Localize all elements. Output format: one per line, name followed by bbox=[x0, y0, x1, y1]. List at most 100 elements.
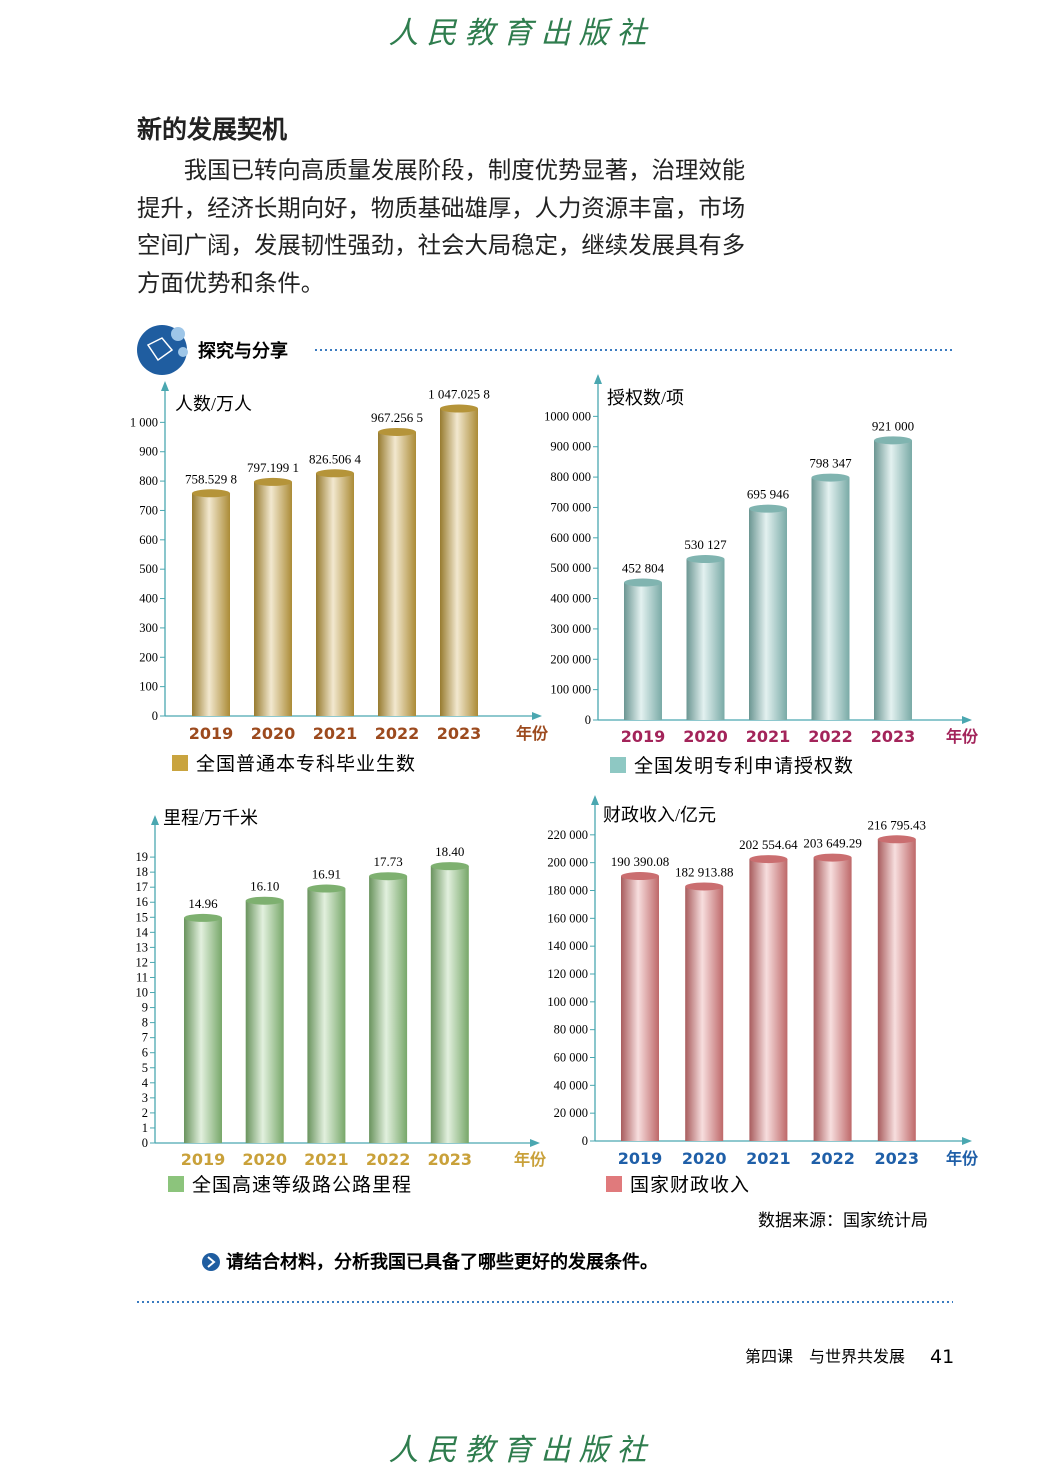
axis-arrow bbox=[530, 1139, 540, 1147]
x-axis-label: 年份 bbox=[946, 1149, 979, 1168]
axis-arrow bbox=[962, 1137, 972, 1145]
paragraph: 我国已转向高质量发展阶段，制度优势显著，治理效能提升，经济长期向好，物质基础雄厚… bbox=[137, 156, 746, 297]
y-tick-label: 3 bbox=[142, 1091, 148, 1105]
value-label: 758.529 8 bbox=[185, 471, 237, 486]
bar bbox=[369, 876, 408, 1143]
x-tick-label: 2021 bbox=[746, 1149, 791, 1168]
y-tick-label: 220 000 bbox=[547, 828, 588, 842]
bar bbox=[877, 839, 916, 1141]
axis-arrow bbox=[591, 795, 599, 805]
value-label: 967.256 5 bbox=[371, 410, 423, 425]
y-tick-label: 1 000 bbox=[130, 415, 158, 429]
bar-cap bbox=[624, 578, 662, 587]
page-number: 41 bbox=[930, 1346, 954, 1368]
y-tick-label: 400 000 bbox=[550, 592, 591, 606]
x-tick-label: 2020 bbox=[683, 727, 728, 746]
value-label: 216 795.43 bbox=[868, 817, 927, 832]
bar bbox=[749, 859, 788, 1141]
value-label: 202 554.64 bbox=[739, 837, 798, 852]
axis-arrow bbox=[962, 716, 972, 724]
legend-label: 全国发明专利申请授权数 bbox=[634, 755, 854, 777]
publisher-footer: 人民教育出版社 bbox=[388, 1434, 655, 1467]
y-tick-label: 120 000 bbox=[547, 967, 588, 981]
value-label: 14.96 bbox=[188, 896, 218, 911]
y-tick-label: 15 bbox=[136, 910, 149, 924]
source: 数据来源：国家统计局 bbox=[758, 1211, 928, 1230]
y-tick-label: 17 bbox=[136, 880, 149, 894]
y-tick-label: 7 bbox=[142, 1031, 148, 1045]
y-tick-label: 900 000 bbox=[550, 440, 591, 454]
y-tick-label: 180 000 bbox=[547, 884, 588, 898]
y-tick-label: 19 bbox=[136, 850, 149, 864]
value-label: 16.10 bbox=[250, 879, 279, 894]
bar-cap bbox=[686, 555, 725, 564]
bar bbox=[749, 508, 787, 720]
y-axis-label: 里程/万千米 bbox=[163, 808, 258, 828]
bar bbox=[811, 477, 850, 720]
y-tick-label: 300 000 bbox=[550, 622, 591, 636]
y-tick-label: 0 bbox=[585, 713, 591, 727]
x-tick-label: 2022 bbox=[810, 1149, 855, 1168]
x-tick-label: 2021 bbox=[304, 1150, 349, 1169]
y-tick-label: 100 000 bbox=[547, 995, 588, 1009]
x-tick-label: 2023 bbox=[437, 724, 482, 743]
bar-cap bbox=[440, 404, 478, 413]
value-label: 18.40 bbox=[435, 844, 464, 859]
y-tick-label: 800 000 bbox=[550, 470, 591, 484]
y-tick-label: 8 bbox=[142, 1016, 148, 1030]
bar bbox=[686, 559, 725, 720]
legend-swatch bbox=[172, 755, 188, 771]
bar bbox=[192, 493, 230, 716]
y-tick-label: 4 bbox=[142, 1076, 149, 1090]
bar-cap bbox=[369, 872, 408, 881]
y-tick-label: 800 bbox=[139, 474, 158, 488]
x-tick-label: 2020 bbox=[242, 1150, 287, 1169]
section-title: 新的发展契机 bbox=[137, 115, 288, 144]
x-tick-label: 2019 bbox=[181, 1150, 226, 1169]
bar bbox=[307, 888, 346, 1143]
y-tick-label: 0 bbox=[152, 709, 158, 723]
x-tick-label: 2022 bbox=[808, 727, 853, 746]
legend-label: 国家财政收入 bbox=[630, 1174, 750, 1196]
axis-arrow bbox=[161, 381, 169, 391]
value-label: 190 390.08 bbox=[611, 854, 670, 869]
y-tick-label: 2 bbox=[142, 1106, 148, 1120]
bar bbox=[254, 481, 292, 716]
y-tick-label: 14 bbox=[136, 925, 149, 939]
x-tick-label: 2019 bbox=[618, 1149, 663, 1168]
bar-cap bbox=[813, 853, 852, 862]
x-tick-label: 2021 bbox=[313, 724, 358, 743]
value-label: 17.73 bbox=[373, 854, 402, 869]
lesson: 第四课 与世界共发展 bbox=[745, 1348, 905, 1366]
y-tick-label: 1 bbox=[142, 1121, 148, 1135]
y-tick-label: 200 000 bbox=[550, 652, 591, 666]
x-tick-label: 2019 bbox=[189, 724, 234, 743]
y-tick-label: 0 bbox=[142, 1136, 148, 1150]
x-tick-label: 2021 bbox=[746, 727, 791, 746]
axis-arrow bbox=[151, 815, 159, 825]
y-tick-label: 900 bbox=[139, 445, 158, 459]
bar bbox=[813, 857, 852, 1141]
y-tick-label: 0 bbox=[582, 1134, 588, 1148]
x-tick-label: 2019 bbox=[621, 727, 666, 746]
activity-icon bbox=[137, 325, 188, 375]
bar-cap bbox=[749, 855, 788, 864]
bar bbox=[874, 440, 912, 720]
x-tick-label: 2023 bbox=[875, 1149, 920, 1168]
x-tick-label: 2020 bbox=[251, 724, 296, 743]
y-tick-label: 600 bbox=[139, 533, 158, 547]
legend-label: 全国普通本专科毕业生数 bbox=[196, 753, 416, 775]
axis-arrow bbox=[532, 712, 542, 720]
value-label: 797.199 1 bbox=[247, 460, 299, 475]
y-tick-label: 500 bbox=[139, 562, 158, 576]
y-tick-label: 600 000 bbox=[550, 531, 591, 545]
bar bbox=[440, 408, 478, 716]
value-label: 1 047.025 8 bbox=[428, 387, 490, 402]
bar-cap bbox=[184, 913, 222, 922]
bar bbox=[621, 876, 659, 1141]
bar bbox=[378, 431, 416, 716]
bar-cap bbox=[254, 477, 292, 486]
x-tick-label: 2020 bbox=[682, 1149, 727, 1168]
x-axis-label: 年份 bbox=[946, 727, 979, 746]
